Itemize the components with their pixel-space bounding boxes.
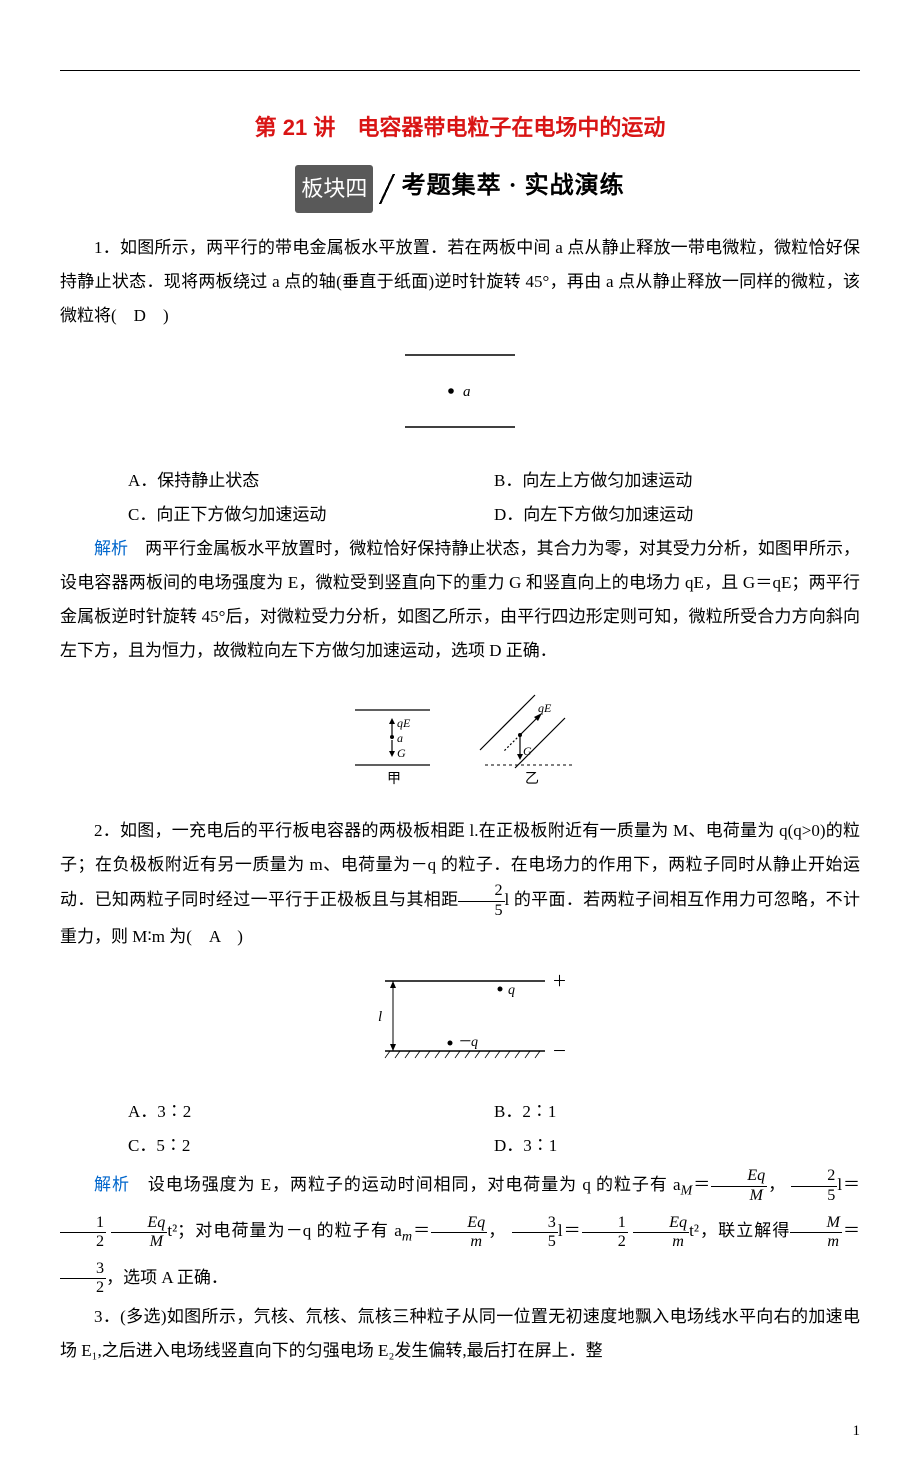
q1-opt-a: A．保持静止状态 — [128, 464, 494, 498]
frac-2-5: 25 — [458, 882, 504, 920]
svg-text:l: l — [378, 1009, 382, 1025]
q1-options-row1: A．保持静止状态 B．向左上方做匀加速运动 — [60, 464, 860, 498]
subtitle-text: 考题集萃 · 实战演练 — [402, 173, 625, 199]
svg-text:乙: 乙 — [525, 771, 539, 787]
svg-text:a: a — [463, 384, 471, 400]
q1-options-row2: C．向正下方做匀加速运动 D．向左下方做匀加速运动 — [60, 498, 860, 532]
page-number: 1 — [60, 1416, 860, 1446]
svg-text:－q: －q — [457, 1035, 478, 1050]
q1-text: 1．如图所示，两平行的带电金属板水平放置．若在两板中间 a 点从静止释放一带电微… — [60, 231, 860, 333]
analysis-label: 解析 — [94, 539, 128, 558]
svg-text:qE: qE — [397, 716, 411, 730]
svg-text:G: G — [523, 744, 532, 758]
analysis-label: 解析 — [94, 1175, 130, 1194]
q1-figure-1: a — [60, 345, 860, 452]
svg-text:甲: 甲 — [387, 772, 401, 787]
subtitle-row: 板块四 考题集萃 · 实战演练 — [60, 162, 860, 213]
q2-text: 2．如图，一充电后的平行板电容器的两极板相距 l.在正极板附近有一质量为 M、电… — [60, 814, 860, 954]
q1-opt-c: C．向正下方做匀加速运动 — [128, 498, 494, 532]
svg-text:qE: qE — [538, 701, 552, 715]
q1-analysis: 解析 两平行金属板水平放置时，微粒恰好保持静止状态，其合力为零，对其受力分析，如… — [60, 532, 860, 668]
q1-opt-b: B．向左上方做匀加速运动 — [494, 464, 860, 498]
q2-options-row1: A．3∶2 B．2∶1 — [60, 1095, 860, 1129]
q2-options-row2: C．5∶2 D．3∶1 — [60, 1129, 860, 1163]
subtitle-sep-icon — [379, 174, 395, 204]
svg-text:G: G — [397, 746, 406, 760]
top-rule — [60, 70, 860, 71]
svg-text:a: a — [397, 731, 403, 745]
svg-text:＋: ＋ — [552, 974, 567, 990]
svg-text:q: q — [508, 983, 515, 998]
q2-opt-a: A．3∶2 — [128, 1095, 494, 1129]
q2-analysis: 解析 设电场强度为 E，两粒子的运动时间相同，对电荷量为 q 的粒子有 aM＝E… — [60, 1163, 860, 1300]
q2-figure: l q －q ＋ － — [60, 966, 860, 1083]
subtitle-box: 板块四 — [295, 165, 373, 213]
q1-opt-d: D．向左下方做匀加速运动 — [494, 498, 860, 532]
q2-opt-c: C．5∶2 — [128, 1129, 494, 1163]
q2-opt-b: B．2∶1 — [494, 1095, 860, 1129]
page-title: 第 21 讲 电容器带电粒子在电场中的运动 — [60, 106, 860, 150]
q1-figure-2: qE a G 甲 qE G 乙 — [60, 680, 860, 802]
q3-text: 3．(多选)如图所示，氕核、氘核、氚核三种粒子从同一位置无初速度地飘入电场线水平… — [60, 1300, 860, 1368]
svg-text:－: － — [552, 1044, 567, 1060]
q2-opt-d: D．3∶1 — [494, 1129, 860, 1163]
